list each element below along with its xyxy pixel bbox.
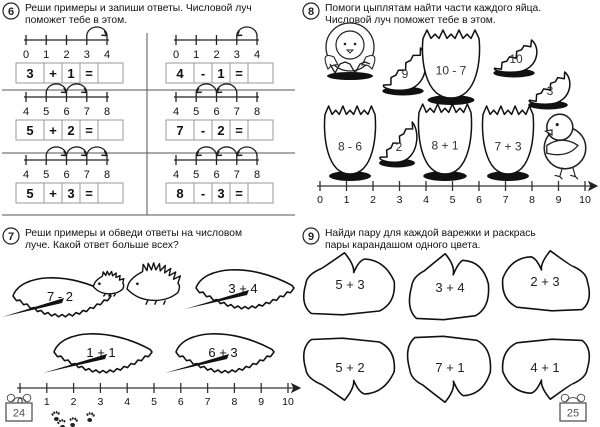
svg-text:3: 3 <box>217 186 224 201</box>
svg-text:3 + 4: 3 + 4 <box>228 281 257 296</box>
svg-text:3: 3 <box>26 66 33 81</box>
svg-text:2: 2 <box>370 194 376 206</box>
svg-text:5: 5 <box>26 186 33 201</box>
svg-text:7 + 1: 7 + 1 <box>435 360 464 375</box>
svg-text:7 + 3: 7 + 3 <box>494 139 521 153</box>
svg-text:10: 10 <box>579 194 591 206</box>
svg-text:4: 4 <box>104 49 110 61</box>
svg-text:4: 4 <box>254 49 260 61</box>
svg-text:4: 4 <box>423 194 429 206</box>
svg-text:24: 24 <box>13 407 25 419</box>
svg-text:1 + 1: 1 + 1 <box>86 345 115 360</box>
svg-text:8: 8 <box>104 169 110 181</box>
svg-text:8: 8 <box>231 396 237 408</box>
svg-text:8 - 6: 8 - 6 <box>338 139 362 153</box>
svg-text:3: 3 <box>67 186 74 201</box>
svg-text:5: 5 <box>193 106 199 118</box>
svg-text:=: = <box>85 186 93 201</box>
svg-text:1: 1 <box>344 194 350 206</box>
svg-text:+: + <box>49 186 57 201</box>
svg-text:+: + <box>49 123 57 138</box>
svg-text:4 + 1: 4 + 1 <box>530 360 559 375</box>
svg-text:0: 0 <box>173 49 179 61</box>
svg-text:1: 1 <box>217 66 224 81</box>
svg-text:3 + 4: 3 + 4 <box>435 280 464 295</box>
svg-text:-: - <box>201 186 205 201</box>
svg-text:2: 2 <box>396 140 403 154</box>
svg-text:1: 1 <box>193 49 199 61</box>
svg-text:0: 0 <box>317 194 323 206</box>
svg-text:4: 4 <box>23 169 29 181</box>
svg-text:5: 5 <box>26 123 33 138</box>
svg-text:1: 1 <box>43 49 49 61</box>
svg-text:4: 4 <box>173 169 179 181</box>
svg-text:8: 8 <box>254 106 260 118</box>
svg-text:7: 7 <box>8 231 14 243</box>
svg-text:10: 10 <box>509 52 523 66</box>
svg-text:5: 5 <box>43 169 49 181</box>
svg-text:7: 7 <box>503 194 509 206</box>
svg-text:0: 0 <box>23 49 29 61</box>
svg-text:6: 6 <box>63 169 69 181</box>
svg-text:6: 6 <box>8 6 14 18</box>
svg-text:2 + 3: 2 + 3 <box>530 274 559 289</box>
svg-text:=: = <box>235 66 243 81</box>
svg-text:1: 1 <box>67 66 74 81</box>
svg-text:4: 4 <box>173 106 179 118</box>
svg-text:6: 6 <box>63 106 69 118</box>
svg-text:6: 6 <box>213 106 219 118</box>
svg-text:-: - <box>201 123 205 138</box>
svg-text:8: 8 <box>308 6 314 18</box>
svg-text:9: 9 <box>556 194 562 206</box>
svg-text:10: 10 <box>282 396 294 408</box>
svg-text:4: 4 <box>176 66 184 81</box>
svg-text:8: 8 <box>254 169 260 181</box>
svg-text:9: 9 <box>308 231 314 243</box>
svg-text:3: 3 <box>397 194 403 206</box>
svg-text:5: 5 <box>151 396 157 408</box>
svg-text:25: 25 <box>567 407 579 419</box>
svg-text:5 + 2: 5 + 2 <box>335 360 364 375</box>
svg-text:7 - 2: 7 - 2 <box>47 289 73 304</box>
svg-text:-: - <box>201 66 205 81</box>
svg-text:5: 5 <box>193 169 199 181</box>
svg-text:5 + 3: 5 + 3 <box>335 277 364 292</box>
svg-text:=: = <box>85 66 93 81</box>
svg-text:9: 9 <box>402 67 409 81</box>
svg-text:3: 3 <box>97 396 103 408</box>
svg-text:6: 6 <box>178 396 184 408</box>
svg-text:7: 7 <box>205 396 211 408</box>
svg-text:4: 4 <box>23 106 29 118</box>
svg-text:8: 8 <box>529 194 535 206</box>
svg-text:6: 6 <box>213 169 219 181</box>
svg-text:5: 5 <box>43 106 49 118</box>
svg-text:=: = <box>85 123 93 138</box>
svg-text:2: 2 <box>71 396 77 408</box>
svg-text:7: 7 <box>234 169 240 181</box>
svg-text:3: 3 <box>84 49 90 61</box>
svg-text:=: = <box>235 123 243 138</box>
svg-text:2: 2 <box>213 49 219 61</box>
svg-text:7: 7 <box>176 123 183 138</box>
svg-text:7: 7 <box>84 169 90 181</box>
svg-text:10 - 7: 10 - 7 <box>436 63 467 77</box>
svg-text:+: + <box>49 66 57 81</box>
svg-text:7: 7 <box>234 106 240 118</box>
svg-text:8 + 1: 8 + 1 <box>431 139 458 153</box>
svg-text:3: 3 <box>234 49 240 61</box>
svg-text:5: 5 <box>450 194 456 206</box>
svg-text:4: 4 <box>124 396 130 408</box>
svg-text:9: 9 <box>258 396 264 408</box>
svg-text:8: 8 <box>176 186 183 201</box>
svg-text:6 + 3: 6 + 3 <box>208 345 237 360</box>
svg-text:6: 6 <box>476 194 482 206</box>
svg-text:7: 7 <box>84 106 90 118</box>
svg-text:3: 3 <box>547 84 554 98</box>
svg-text:2: 2 <box>67 123 74 138</box>
svg-text:2: 2 <box>63 49 69 61</box>
svg-text:2: 2 <box>217 123 224 138</box>
svg-text:1: 1 <box>44 396 50 408</box>
svg-text:8: 8 <box>104 106 110 118</box>
svg-text:=: = <box>235 186 243 201</box>
